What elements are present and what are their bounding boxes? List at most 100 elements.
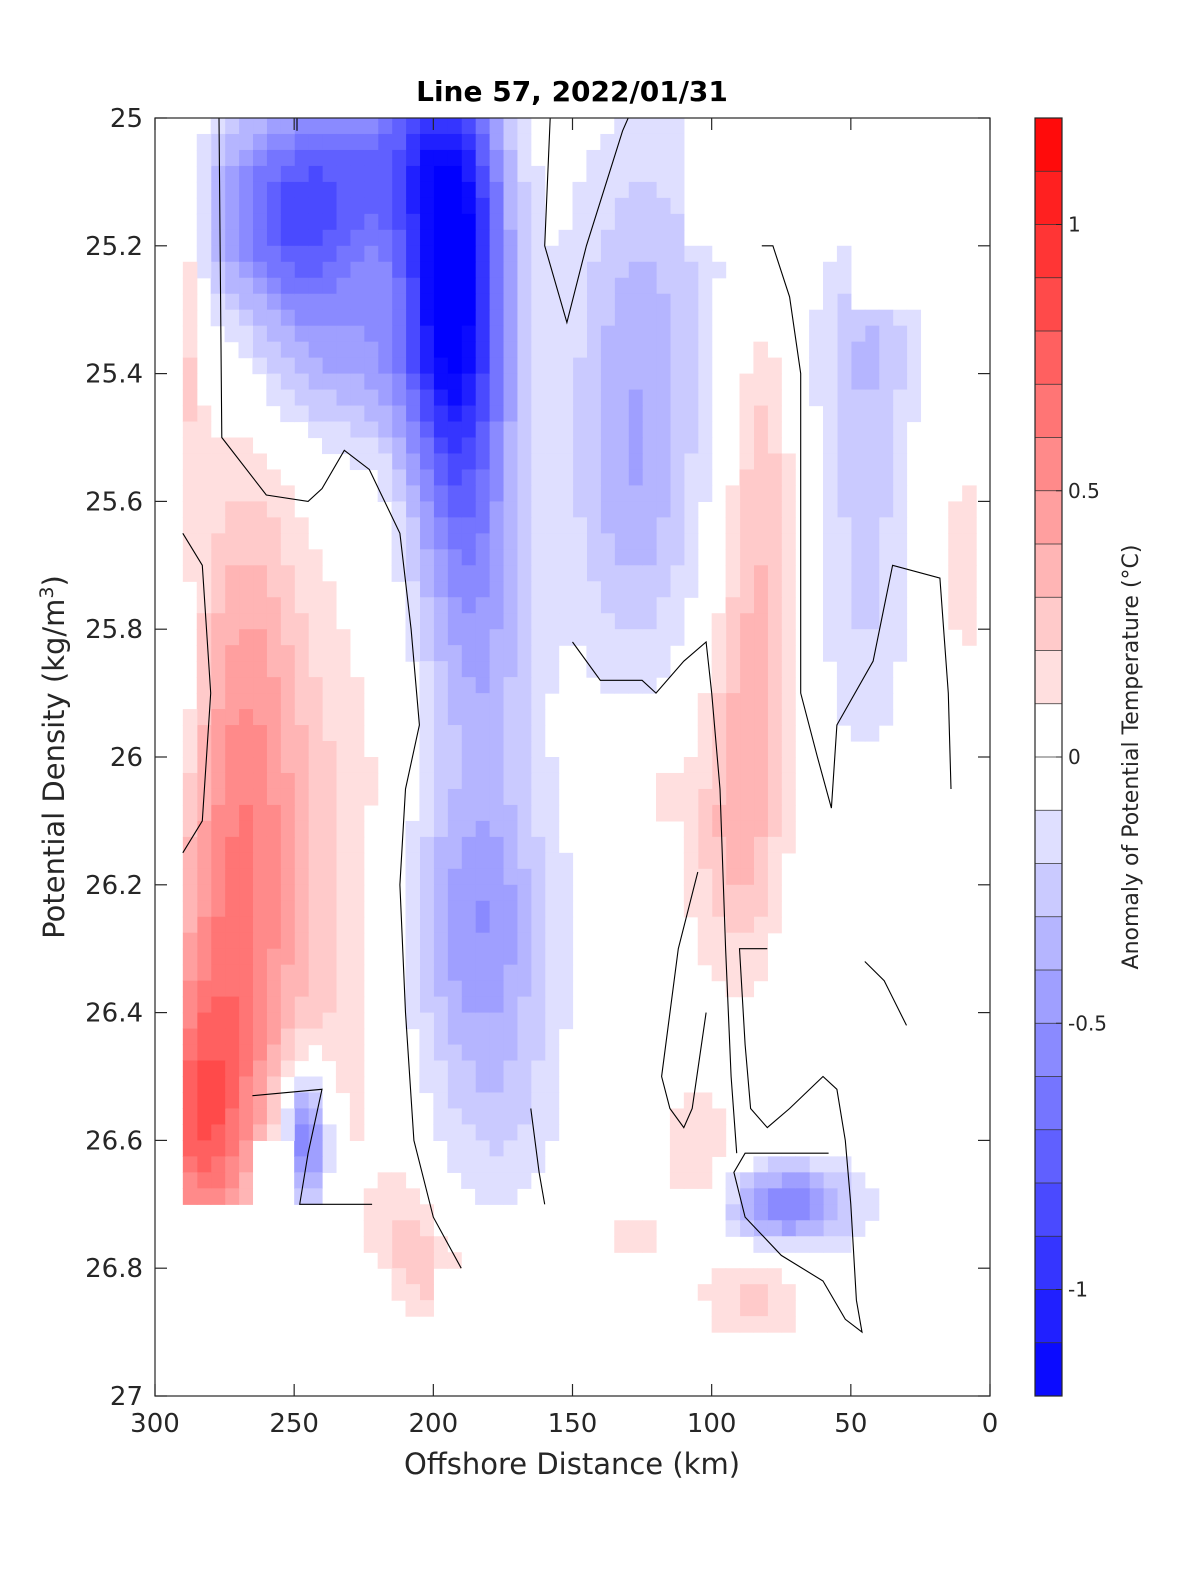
field-cell [530,916,546,934]
field-cell [363,261,379,279]
field-cell [739,1220,755,1237]
field-cell [572,309,588,327]
field-cell [711,948,727,966]
field-cell [725,501,741,518]
field-cell [516,1060,532,1078]
field-cell [516,884,532,902]
field-cell [767,405,782,423]
field-cell [252,469,267,487]
field-cell [349,725,365,742]
field-cell [419,1044,434,1062]
field-cell [182,309,198,327]
field-cell [823,389,838,407]
y-axis-label: Potential Density (kg/m3) [36,575,71,939]
field-cell [294,533,309,550]
field-cell [669,469,685,487]
field-cell [614,501,629,518]
field-cell [669,613,685,630]
field-cell [711,629,727,646]
field-cell [836,581,852,598]
field-cell [628,181,643,199]
field-cell [850,629,866,646]
field-cell [266,501,281,518]
field-cell [433,1076,448,1094]
field-cell [683,772,699,790]
field-cell [391,213,407,231]
field-cell [530,261,546,279]
field-cell [210,996,226,1014]
field-cell [544,1124,560,1141]
field-cell [461,581,476,598]
field-cell [836,677,852,694]
field-cell [767,389,782,407]
field-cell [238,900,254,918]
field-cell [252,357,267,375]
field-cell [238,804,254,822]
field-cell [280,613,295,630]
field-cell [642,165,657,183]
field-cell [836,309,852,327]
field-cell [656,453,671,471]
field-cell [335,421,351,439]
field-cell [906,405,922,423]
field-cell [363,229,379,247]
field-cell [586,149,601,167]
field-cell [308,293,323,311]
field-cell [447,980,462,998]
field-cell [210,149,226,167]
field-cell [669,245,685,263]
field-cell [739,549,755,566]
field-cell [781,693,796,710]
field-cell [433,964,448,982]
field-cell [697,245,713,263]
field-cell [711,1284,727,1301]
field-cell [475,501,490,518]
field-cell [614,277,629,295]
field-cell [489,517,504,534]
field-cell [196,437,212,455]
field-cell [405,820,421,838]
field-cell [252,948,267,966]
field-cell [502,549,518,566]
field-cell [182,980,198,998]
field-cell [433,261,448,279]
field-cell [224,980,240,998]
field-cell [669,405,685,423]
field-cell [294,709,309,726]
field-cell [280,1012,295,1030]
field-cell [502,1188,518,1205]
field-cell [238,485,254,502]
field-cell [461,1092,476,1110]
field-cell [864,485,880,502]
field-cell [558,373,574,391]
field-cell [349,325,365,343]
field-cell [475,709,490,726]
field-cell [475,1076,490,1094]
field-cell [614,165,629,183]
field-cell [433,421,448,439]
field-cell [530,996,546,1014]
field-cell [962,581,977,598]
field-cell [572,181,588,199]
field-cell [530,1140,546,1157]
field-cell [433,373,448,391]
field-cell [224,213,240,231]
field-cell [238,325,254,343]
field-cell [544,980,560,998]
field-cell [475,1044,490,1062]
field-cell [280,772,295,790]
field-cell [823,565,838,582]
field-cell [697,1124,713,1141]
field-cell [628,1220,643,1237]
field-cell [516,293,532,311]
field-cell [308,1156,323,1173]
field-cell [516,645,532,662]
field-cell [280,229,295,247]
field-cell [516,613,532,630]
field-cell [586,341,601,359]
field-cell [892,469,908,487]
field-cell [836,565,852,582]
field-cell [252,709,267,726]
field-cell [419,229,434,247]
field-cell [753,932,768,950]
